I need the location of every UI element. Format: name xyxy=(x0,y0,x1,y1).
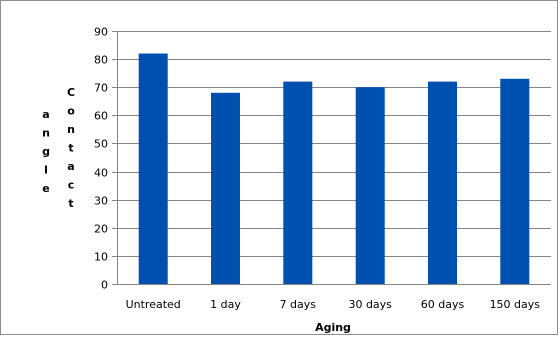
x-tick-label: 7 days xyxy=(280,298,317,311)
bar xyxy=(211,92,240,284)
x-tick-label: 30 days xyxy=(348,298,392,311)
y-tick-label: 50 xyxy=(94,138,108,151)
gridlines xyxy=(112,31,551,285)
x-tick-label: 1 day xyxy=(210,298,241,311)
x-axis-title: Aging xyxy=(315,321,351,334)
y-tick-label: 0 xyxy=(101,279,108,292)
y-tick-label: 70 xyxy=(94,82,108,95)
y-tick-label: 40 xyxy=(94,167,108,180)
y-tick-labels: 0 10 20 30 40 50 60 70 80 90 xyxy=(94,26,108,292)
y-tick-label: 80 xyxy=(94,54,108,67)
y-tick-label: 90 xyxy=(94,26,108,39)
y-tick-label: 10 xyxy=(94,251,108,264)
bar xyxy=(283,81,313,284)
y-tick-label: 60 xyxy=(94,110,108,123)
bar xyxy=(500,78,530,284)
bars xyxy=(138,53,530,284)
x-tick-label: Untreated xyxy=(126,298,181,311)
bar xyxy=(428,81,457,284)
bar xyxy=(355,87,385,284)
axes xyxy=(117,31,551,285)
y-tick-label: 20 xyxy=(94,223,108,236)
x-tick-labels: Untreated 1 day 7 days 30 days 60 days 150 da… xyxy=(126,298,541,311)
bar xyxy=(138,53,168,284)
y-tick-label: 30 xyxy=(94,195,108,208)
x-tick-label: 60 days xyxy=(421,298,465,311)
x-tick-label: 150 days xyxy=(490,298,541,311)
